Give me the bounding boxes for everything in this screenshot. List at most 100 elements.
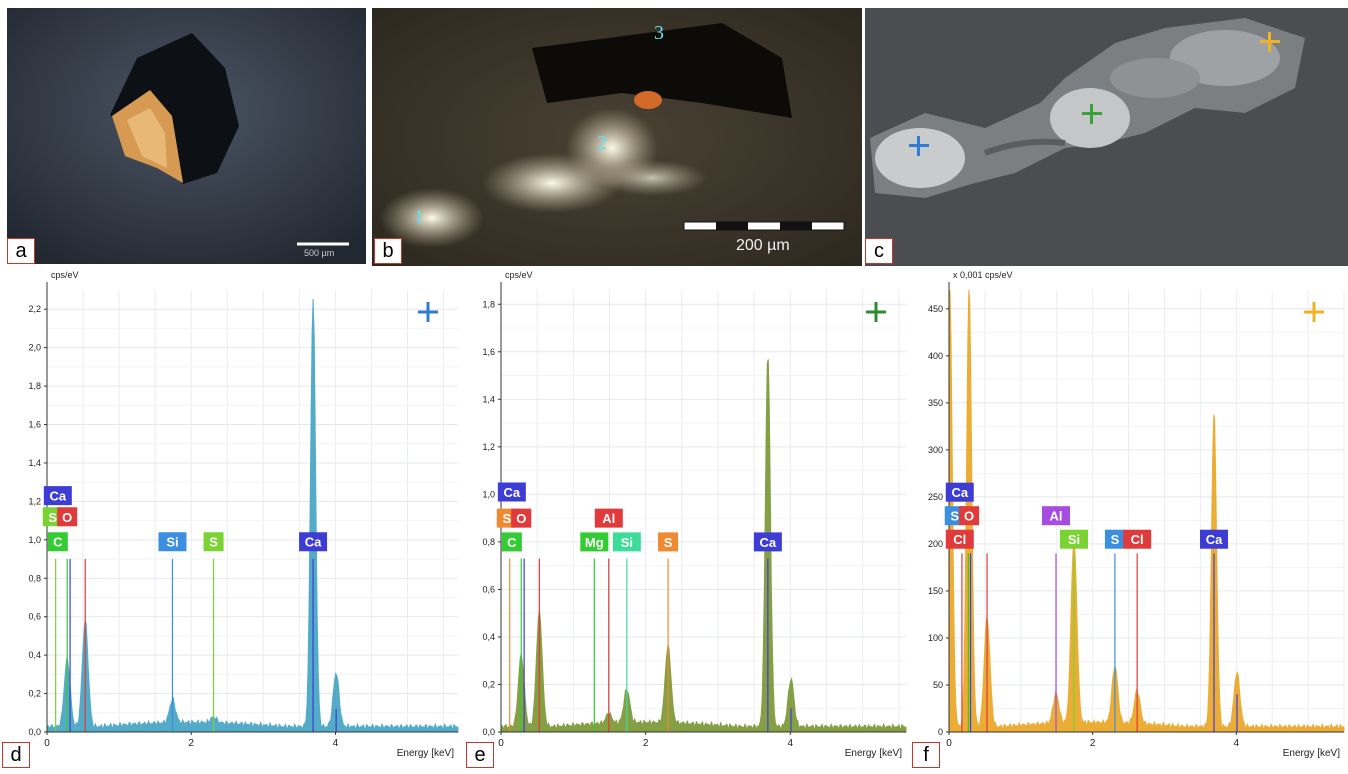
x-tick-label: 4 [788,738,794,749]
element-label-box [945,482,974,502]
element-label: Ca [760,535,777,550]
x-tick-label: 2 [1090,738,1096,749]
panel-letter-d: d [2,742,30,768]
y-tick-label: 0,8 [28,573,41,583]
element-label: C [507,535,517,550]
element-label-box [501,532,522,552]
y-tick-label: 2,0 [28,343,41,353]
panel-letter-f: f [912,742,940,768]
scale-bar-label-b: 200 µm [736,237,790,254]
element-label: S [950,509,959,524]
element-label: Si [166,535,178,550]
element-label-box [511,508,532,528]
spectrum-e: 0,0 0,2 0,4 0,6 0,8 1,0 1,2 1,4 1,6 1,8 0 2 4 cps/eV E… [464,270,910,769]
element-label-box [57,507,78,527]
element-label: Ca [50,489,67,504]
y-axis-label: cps/eV [505,270,533,280]
micrograph-a-image [7,8,366,264]
y-tick-label: 250 [928,492,943,502]
spectrum-d-svg: 0,0 0,2 0,4 0,6 0,8 1,0 1,2 1,4 1,6 1,8 2,0 2,2 0 2 4 c… [28,270,459,759]
y-tick-label: 0,6 [28,612,41,622]
element-label-box [47,532,68,552]
y-tick-label: 0,0 [28,727,41,737]
y-tick-label: 0,4 [28,650,41,660]
element-label: Ca [504,485,521,500]
panel-letter-c: c [865,238,893,264]
element-label-box [43,486,72,506]
y-tick-label: 1,6 [28,420,41,430]
element-label: Al [602,511,615,526]
point-label-2: 2 [597,132,607,154]
element-label-box [1104,529,1125,549]
panel-letter-e: e [466,742,494,768]
element-label: Cl [1131,532,1144,547]
x-axis-label: Energy [keV] [1283,748,1340,759]
y-tick-label: 2,2 [28,304,41,314]
element-label: S [209,535,218,550]
y-axis-label: cps/eV [51,270,79,280]
x-axis-label: Energy [keV] [845,748,902,759]
spectrum-f: 0 50 100 150 200 250 300 350 400 450 0 2 4 x 0,001 cp… [912,270,1348,769]
y-tick-label: 150 [928,586,943,596]
element-label-box [580,532,609,552]
scale-bar-label-a: 500 µm [304,248,335,258]
element-label-box [1059,529,1088,549]
element-label-box [299,532,328,552]
marker-green [1082,104,1102,124]
element-label-box [658,532,679,552]
element-label-box [594,508,623,528]
element-label: S [664,535,673,550]
y-tick-label: 1,8 [482,299,495,309]
panel-letter-a: a [7,238,35,264]
point-label-3: 3 [654,22,664,44]
element-label: O [964,509,974,524]
x-tick-label: 0 [946,738,952,749]
micrograph-c: c [865,8,1348,266]
element-label: S [502,511,511,526]
element-label-box [203,532,224,552]
element-label: O [516,511,526,526]
y-tick-label: 0 [938,727,943,737]
x-tick-label: 2 [188,738,194,749]
element-label-box [959,506,980,526]
element-label: Ca [1206,532,1223,547]
y-tick-label: 1,4 [482,394,495,404]
element-label: Si [621,535,633,550]
x-tick-label: 0 [498,738,504,749]
y-tick-label: 100 [928,633,943,643]
y-tick-label: 0,4 [482,632,495,642]
spectrum-f-svg: 0 50 100 150 200 250 300 350 400 450 0 2 4 x 0,001 cp… [928,270,1345,759]
spectrum-area [948,289,1345,733]
y-tick-label: 450 [928,304,943,314]
x-tick-label: 0 [44,738,50,749]
spectrum-e-svg: 0,0 0,2 0,4 0,6 0,8 1,0 1,2 1,4 1,6 1,8 0 2 4 cps/eV E… [482,270,907,759]
element-label: Ca [951,485,968,500]
y-tick-label: 1,2 [28,496,41,506]
element-label-box [753,532,782,552]
element-label: Ca [305,535,322,550]
element-label-box [158,532,187,552]
y-axis-label: x 0,001 cps/eV [953,270,1013,280]
y-tick-label: 1,2 [482,442,495,452]
panel-letter-b: b [374,238,402,264]
y-tick-label: 0,6 [482,584,495,594]
element-label: Si [1068,532,1080,547]
element-label: Mg [585,535,604,550]
element-label: Cl [953,532,966,547]
element-label-box [497,482,526,502]
marker-yellow [1260,32,1280,52]
marker-blue [909,136,929,156]
element-label-box [1123,529,1152,549]
y-tick-label: 200 [928,539,943,549]
y-tick-label: 1,4 [28,458,41,468]
y-tick-label: 0,2 [28,689,41,699]
y-tick-label: 350 [928,398,943,408]
y-tick-label: 0,8 [482,537,495,547]
x-axis-label: Energy [keV] [397,748,454,759]
element-label: Al [1050,509,1063,524]
x-tick-label: 2 [643,738,649,749]
x-tick-label: 4 [333,738,339,749]
element-label: C [53,535,63,550]
y-tick-label: 50 [933,680,943,690]
y-tick-label: 0,0 [482,727,495,737]
